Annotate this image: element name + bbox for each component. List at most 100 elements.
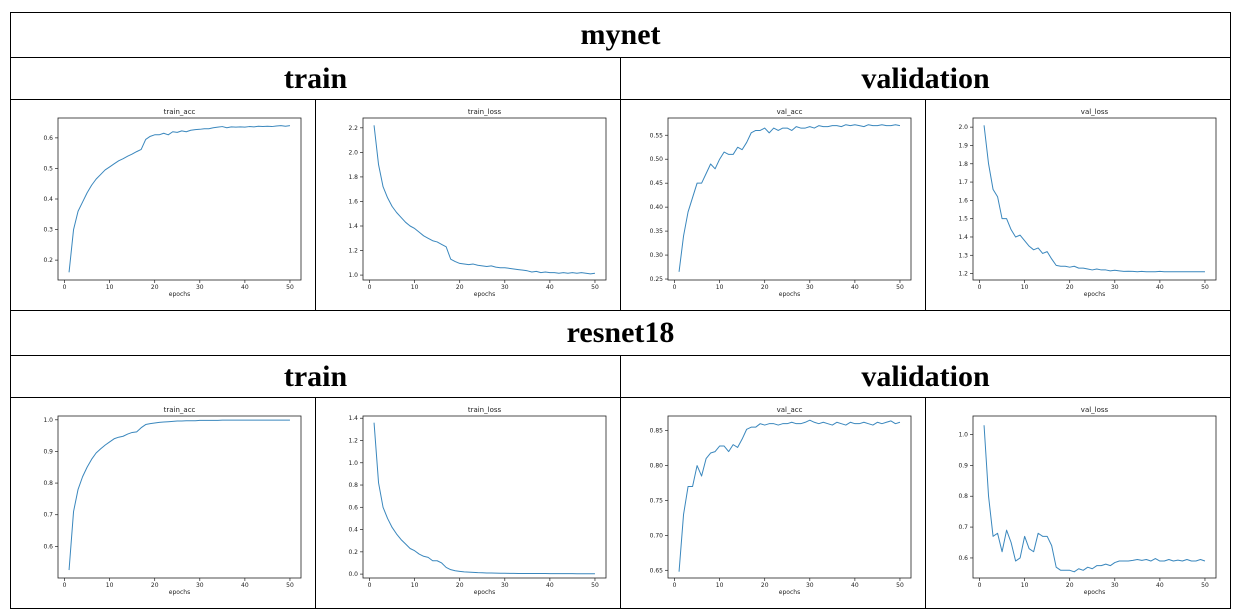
chart-0-axes-frame (57, 117, 302, 281)
chart-0-ytick-label: 0.5 (43, 165, 53, 172)
mynet-train-header: train (10, 57, 621, 100)
resnet18-val-loss-chart: val_loss 0 10 20 30 40 50 0.6 0.7 0.8 0.9 1.0 epochs (958, 406, 1217, 596)
chart-5-series-line (373, 422, 595, 575)
chart-3-ytick-label: 1.5 (958, 216, 968, 223)
resnet18-val-loss-cell: val_loss 0 10 20 30 40 50 0.6 0.7 0.8 0.9 1.0 epochs (924, 397, 1232, 609)
chart-5-xtick-label: 40 (546, 582, 554, 589)
chart-4-xlabel: epochs (169, 589, 190, 596)
chart-6-ytick-label: 0.85 (650, 428, 664, 435)
chart-7-ytick-label: 1.0 (958, 432, 968, 439)
chart-5-xtick-label: 50 (591, 582, 599, 589)
chart-7-xtick-label: 10 (1021, 582, 1029, 589)
chart-6-xtick-label: 30 (806, 582, 814, 589)
chart-6-title: val_acc (777, 406, 803, 414)
chart-2-ytick-label: 0.50 (650, 156, 664, 163)
chart-1-xtick-label: 10 (411, 284, 419, 291)
chart-5-ytick-label: 1.4 (348, 415, 358, 422)
chart-5-title: train_loss (468, 406, 502, 414)
chart-2-xtick-label: 0 (673, 284, 677, 291)
chart-4-xtick-label: 30 (196, 582, 204, 589)
mynet-val-acc-cell: val_acc 0 10 20 30 40 50 0.25 0.30 0.35 0.40 0.45 0.… (620, 99, 926, 311)
chart-1-ytick-label: 1.0 (348, 272, 358, 279)
results-table: mynet train validation train_acc 0 10 20 30 4… (9, 12, 1232, 609)
chart-6-ytick-label: 0.70 (650, 532, 664, 539)
mynet-train-acc-cell: train_acc 0 10 20 30 40 50 0.2 0.3 0.4 0.5 0.6 epoch… (10, 99, 316, 311)
resnet18-val-acc-chart: val_acc 0 10 20 30 40 50 0.65 0.70 0.75 0.80 0.85 ep… (650, 406, 912, 596)
resnet18-train-loss-chart: train_loss 0 10 20 30 40 50 0.0 0.2 0.4 0.6 0.8 1.0 1… (348, 406, 607, 596)
chart-5-xtick-label: 0 (368, 582, 372, 589)
chart-3-xtick-label: 50 (1201, 284, 1209, 291)
mynet-validation-header: validation (619, 57, 1232, 100)
resnet18-val-acc-cell: val_acc 0 10 20 30 40 50 0.65 0.70 0.75 0.80 0.85 ep… (620, 397, 926, 609)
chart-2-xtick-label: 40 (851, 284, 859, 291)
chart-1-title: train_loss (468, 108, 502, 116)
chart-4-ytick-label: 0.6 (43, 543, 53, 550)
results-table-container: mynet train validation train_acc 0 10 20 30 4… (9, 12, 1232, 609)
chart-2-xtick-label: 30 (806, 284, 814, 291)
chart-4-ytick-label: 0.9 (43, 448, 53, 455)
chart-1-ytick-label: 2.0 (348, 149, 358, 156)
chart-7-axes-frame (972, 415, 1217, 579)
resnet18-train-acc-cell: train_acc 0 10 20 30 40 50 0.6 0.7 0.8 0.9 1.0 epoch… (10, 397, 316, 609)
chart-7-ytick-label: 0.6 (958, 555, 968, 562)
chart-0-xtick-label: 30 (196, 284, 204, 291)
chart-3-ytick-label: 1.2 (958, 271, 968, 278)
resnet18-validation-header: validation (619, 355, 1232, 398)
chart-0-ytick-label: 0.3 (43, 227, 53, 234)
chart-2-ytick-label: 0.45 (650, 180, 664, 187)
chart-4-xtick-label: 0 (63, 582, 67, 589)
chart-1-ytick-label: 1.8 (348, 174, 358, 181)
mynet-val-loss-chart: val_loss 0 10 20 30 40 50 1.2 1.3 1.4 1.5 1.6 1.7 1.8… (958, 108, 1217, 298)
mynet-train-loss-cell: train_loss 0 10 20 30 40 50 1.0 1.2 1.4 1.6 1.8 2.0 2… (315, 99, 621, 311)
section-title-resnet18: resnet18 (9, 310, 1232, 356)
chart-6-axes-frame (667, 415, 912, 579)
chart-6-xtick-label: 20 (761, 582, 769, 589)
chart-3-ytick-label: 1.6 (958, 197, 968, 204)
chart-7-ytick-label: 0.7 (958, 524, 968, 531)
chart-3-axes-frame (972, 117, 1217, 281)
chart-1-xtick-label: 30 (501, 284, 509, 291)
chart-4-series-line (68, 419, 290, 571)
chart-1-ytick-label: 1.2 (348, 248, 358, 255)
chart-6-series-line (678, 419, 901, 572)
chart-4-xtick-label: 20 (151, 582, 159, 589)
chart-1-series-line (373, 125, 596, 275)
resnet18-train-header: train (10, 355, 621, 398)
chart-7-xtick-label: 20 (1066, 582, 1074, 589)
chart-2-xlabel: epochs (779, 291, 800, 298)
chart-4-ytick-label: 0.7 (43, 512, 53, 519)
chart-3-ytick-label: 1.4 (958, 234, 968, 241)
chart-4-title: train_acc (164, 406, 196, 414)
chart-3-ytick-label: 2.0 (958, 124, 968, 131)
chart-5-xtick-label: 30 (501, 582, 509, 589)
chart-0-xtick-label: 10 (106, 284, 114, 291)
chart-2-ytick-label: 0.30 (650, 252, 664, 259)
chart-2-ytick-label: 0.35 (650, 228, 664, 235)
chart-4-ytick-label: 1.0 (43, 417, 53, 424)
chart-2-ytick-label: 0.55 (650, 132, 664, 139)
chart-5-ytick-label: 0.2 (348, 549, 358, 556)
chart-3-ytick-label: 1.3 (958, 252, 968, 259)
chart-5-ytick-label: 0.6 (348, 504, 358, 511)
chart-3-ytick-label: 1.7 (958, 179, 968, 186)
chart-5-ytick-label: 1.2 (348, 437, 358, 444)
chart-7-xlabel: epochs (1084, 589, 1105, 596)
chart-2-xtick-label: 10 (716, 284, 724, 291)
chart-1-xlabel: epochs (474, 291, 495, 298)
resnet18-train-loss-cell: train_loss 0 10 20 30 40 50 0.0 0.2 0.4 0.6 0.8 1.0 1… (315, 397, 621, 609)
chart-6-ytick-label: 0.80 (650, 463, 664, 470)
chart-5-axes-frame (362, 415, 607, 579)
chart-3-xtick-label: 0 (978, 284, 982, 291)
chart-1-xtick-label: 0 (368, 284, 372, 291)
chart-3-ytick-label: 1.9 (958, 142, 968, 149)
chart-0-xtick-label: 50 (286, 284, 294, 291)
chart-0-ytick-label: 0.6 (43, 135, 53, 142)
chart-1-xtick-label: 20 (456, 284, 464, 291)
chart-5-xtick-label: 20 (456, 582, 464, 589)
chart-0-ytick-label: 0.4 (43, 196, 53, 203)
chart-7-ytick-label: 0.9 (958, 462, 968, 469)
chart-2-title: val_acc (777, 108, 803, 116)
mynet-train-loss-chart: train_loss 0 10 20 30 40 50 1.0 1.2 1.4 1.6 1.8 2.0 2… (348, 108, 607, 298)
chart-6-xlabel: epochs (779, 589, 800, 596)
chart-6-xtick-label: 0 (673, 582, 677, 589)
